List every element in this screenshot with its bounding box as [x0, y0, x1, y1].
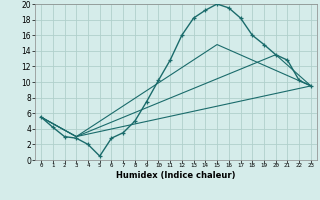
X-axis label: Humidex (Indice chaleur): Humidex (Indice chaleur): [116, 171, 236, 180]
